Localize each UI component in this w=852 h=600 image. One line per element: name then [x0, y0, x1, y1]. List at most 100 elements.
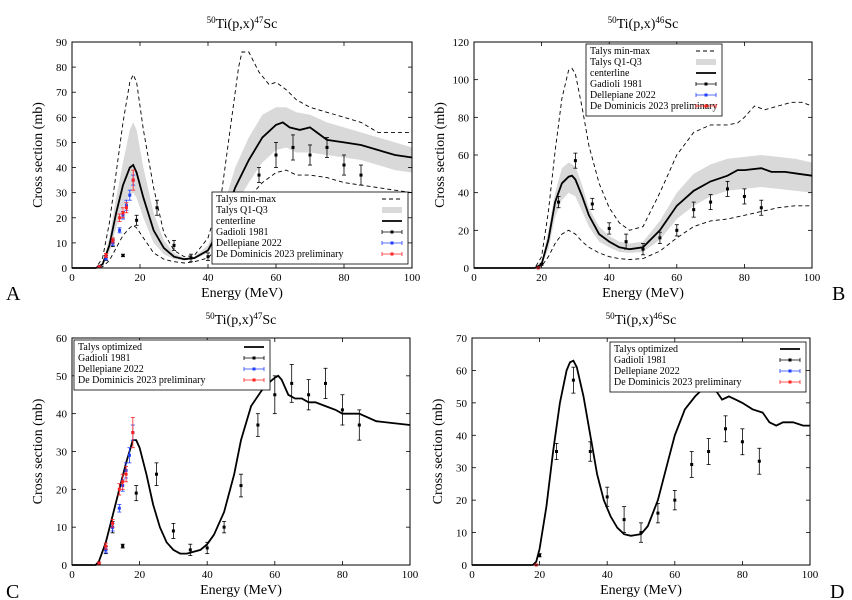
gadioli-1981-point [674, 224, 679, 237]
x-tick-label: 20 [134, 569, 146, 581]
de-dominicis-2023-marker [104, 544, 108, 548]
legend-box [73, 339, 271, 391]
gadioli-1981-point [206, 252, 210, 261]
legend-entry: centerline [590, 68, 716, 79]
y-tick-label: 50 [456, 398, 468, 410]
gadioli-1981-marker [342, 163, 346, 167]
gadioli-1981-point [272, 375, 277, 415]
y-tick-label: 60 [458, 150, 470, 162]
gadioli-1981-point [257, 167, 261, 184]
panel-letter: D [830, 581, 844, 600]
gadioli-1981-marker [690, 462, 694, 466]
dellepiane-2022-marker [117, 506, 121, 510]
gadioli-1981-point [325, 137, 329, 158]
legend-label: centerline [590, 68, 630, 79]
dellepiane-2022-marker [118, 228, 122, 232]
x-tick-label: 0 [471, 272, 477, 284]
gadioli-1981-point [639, 522, 643, 543]
gadioli-1981-marker [155, 206, 159, 210]
legend-key-band [382, 207, 402, 213]
legend-key-marker [390, 241, 394, 245]
legend-label: Talys optimized [614, 344, 678, 355]
legend-entry: Gadioli 1981 [216, 227, 403, 238]
title-symbol: Sc [262, 313, 276, 328]
gadioli-1981-point [725, 180, 730, 197]
gadioli-1981-point [121, 253, 125, 258]
y-axis-label: Cross section (mb) [31, 102, 46, 208]
de-dominicis-2023-point [120, 473, 125, 490]
title-symbol: Ti(p,x) [615, 313, 654, 328]
legend-box [585, 43, 723, 117]
gadioli-1981-marker [256, 423, 260, 427]
de-dominicis-2023-marker [124, 206, 128, 210]
legend-label: Talys min-max [590, 46, 650, 57]
gadioli-1981-point [624, 233, 629, 250]
gadioli-1981-marker [121, 544, 125, 548]
legend-label: Talys Q1-Q3 [590, 57, 642, 68]
gadioli-1981-marker [274, 153, 278, 157]
gadioli-1981-point [554, 442, 559, 461]
x-tick-label: 40 [604, 272, 616, 284]
title-symbol: Ti(p,x) [215, 313, 254, 328]
y-tick-label: 0 [464, 263, 470, 275]
panel-letter: B [832, 283, 845, 305]
gadioli-1981-point [622, 506, 627, 533]
x-tick-label: 100 [804, 272, 821, 284]
x-tick-label: 20 [534, 569, 546, 581]
gadioli-1981-marker [307, 393, 311, 397]
gadioli-1981-marker [673, 498, 677, 502]
title-mass-number: 47 [254, 15, 264, 25]
gadioli-1981-point [323, 367, 328, 399]
gadioli-1981-marker [573, 159, 577, 163]
x-tick-label: 40 [602, 569, 614, 581]
de-dominicis-2023-point [131, 169, 136, 191]
gadioli-1981-point [672, 490, 677, 511]
gadioli-1981-marker [675, 228, 679, 232]
de-dominicis-2023-point [97, 561, 102, 565]
x-tick-label: 60 [671, 272, 683, 284]
de-dominicis-2023-point [97, 265, 102, 269]
gadioli-1981-marker [357, 423, 361, 427]
gadioli-1981-point [706, 438, 711, 465]
gadioli-1981-marker [206, 255, 210, 259]
legend-label: Gadioli 1981 [216, 227, 269, 238]
legend-label: Dellepiane 2022 [614, 366, 680, 377]
legend-entry: Talys min-max [590, 46, 716, 57]
panel-D: 0 20 40 60 80 100 0 10 20 30 40 50 60 70 Energy (MeV) C… [431, 311, 844, 600]
legend-label: Gadioli 1981 [78, 353, 131, 364]
legend-label: Dellepiane 2022 [590, 90, 656, 101]
de-dominicis-2023-marker [121, 480, 125, 484]
gadioli-1981-marker [707, 450, 711, 453]
y-tick-label: 40 [56, 409, 68, 421]
gadioli-1981-marker [692, 208, 696, 212]
gadioli-1981-point [607, 222, 612, 235]
de-dominicis-2023-marker [97, 265, 101, 269]
title-mass-number: 50 [207, 15, 217, 25]
y-tick-label: 60 [456, 365, 468, 377]
y-tick-label: 0 [62, 263, 68, 275]
gadioli-1981-marker [171, 529, 175, 533]
title-symbol: Sc [263, 17, 277, 32]
legend-label: Talys Q1-Q3 [216, 205, 268, 216]
gadioli-1981-marker [538, 553, 542, 557]
gadioli-1981-marker [135, 218, 139, 222]
legend-key-marker [704, 93, 708, 97]
x-tick-label: 80 [739, 272, 751, 284]
title-mass-number: 46 [655, 15, 665, 25]
gadioli-1981-marker [205, 546, 209, 550]
legend-label: Talys min-max [216, 194, 276, 205]
gadioli-1981-marker [222, 525, 226, 529]
de-dominicis-2023-point [104, 253, 108, 258]
y-tick-label: 10 [456, 528, 468, 540]
de-dominicis-2023-marker [118, 216, 122, 220]
gadioli-1981-point [573, 152, 578, 169]
y-tick-label: 30 [456, 463, 468, 475]
dellepiane-2022-point [127, 189, 132, 201]
y-tick-label: 20 [456, 495, 468, 507]
gadioli-1981-point [359, 164, 363, 186]
gadioli-1981-marker [742, 194, 746, 198]
y-tick-label: 60 [56, 333, 68, 345]
gadioli-1981-point [740, 428, 745, 456]
x-tick-label: 80 [737, 569, 749, 581]
